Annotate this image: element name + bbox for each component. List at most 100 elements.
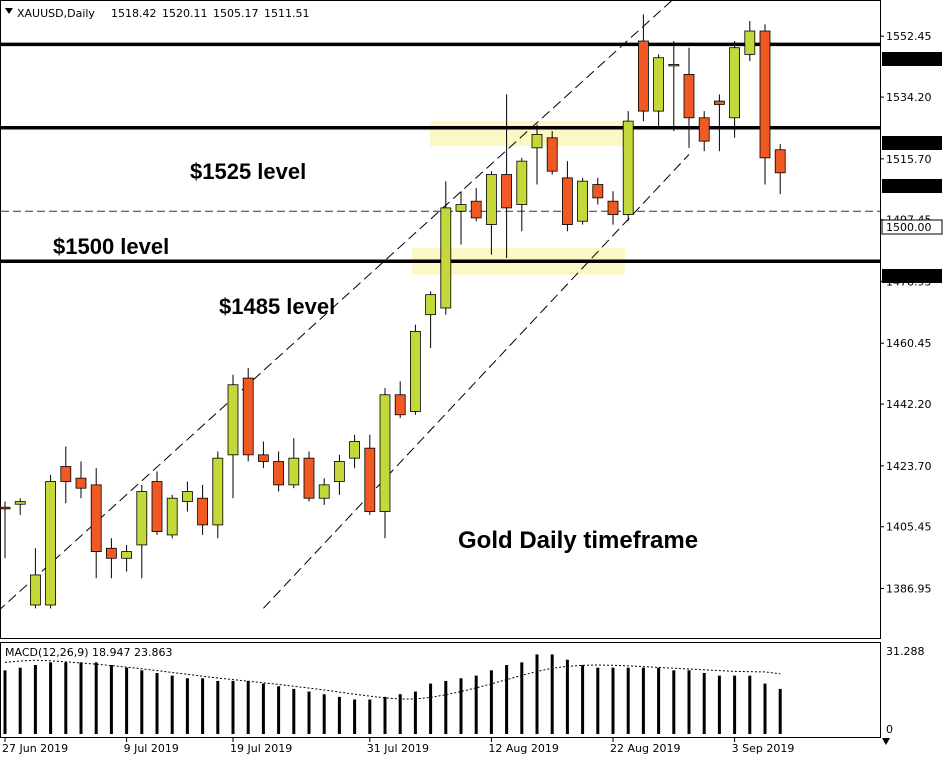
candle-body[interactable] [668, 63, 680, 67]
candle-body[interactable] [197, 497, 209, 526]
candle-body[interactable] [638, 40, 649, 112]
candle-body[interactable] [227, 384, 239, 456]
candle-body[interactable] [166, 497, 178, 536]
macd-signal-line [4, 659, 781, 700]
candle-body[interactable] [470, 200, 482, 219]
candle-body[interactable] [485, 174, 497, 225]
candle-body[interactable] [242, 377, 254, 456]
candle-body[interactable] [318, 484, 330, 499]
price-tick-label: 1515.70 [886, 153, 932, 166]
macd-histogram-bar [140, 670, 144, 734]
open-value: 1518.42 [111, 7, 157, 20]
candle-body[interactable] [75, 477, 87, 489]
candle-body[interactable] [14, 501, 26, 505]
candle-body[interactable] [212, 457, 224, 526]
price-tick-label: 1405.45 [886, 521, 932, 534]
svg-text:1525.00: 1525.00 [886, 137, 932, 150]
main-chart-frame [0, 0, 881, 639]
macd-histogram-bar [672, 670, 676, 734]
macd-histogram-bar [246, 680, 250, 734]
chart-shift-marker-icon[interactable] [882, 738, 890, 745]
candle-body[interactable] [364, 447, 376, 512]
candle-body[interactable] [181, 491, 193, 502]
macd-histogram-bar [368, 699, 372, 734]
candle-body[interactable] [759, 30, 771, 159]
candle-body[interactable] [562, 177, 573, 225]
candle-body[interactable] [729, 47, 740, 119]
candle-body[interactable] [744, 30, 756, 55]
svg-text:1485.00: 1485.00 [886, 270, 932, 283]
price-tick-label: 1423.70 [886, 460, 932, 473]
candle-body[interactable] [151, 481, 163, 532]
date-tick-label: 9 Jul 2019 [124, 742, 179, 755]
price-tick-label: 1552.45 [886, 30, 932, 43]
annotation-1525-level: $1525 level [190, 159, 306, 184]
date-tick-label: 31 Jul 2019 [367, 742, 429, 755]
candle-body[interactable] [531, 134, 543, 149]
macd-histogram-bar [733, 675, 737, 734]
candle-body[interactable] [516, 160, 528, 205]
channel-line [0, 0, 674, 610]
candle-body[interactable] [501, 174, 513, 209]
candle-body[interactable] [607, 200, 619, 215]
macd-histogram-bar [94, 662, 98, 734]
candle-body[interactable] [288, 457, 300, 486]
time-axis: 27 Jun 2019 9 Jul 2019 19 Jul 2019 31 Jul 2… [2, 738, 794, 755]
candle-body[interactable] [622, 120, 634, 215]
macd-histogram-bar [307, 691, 311, 734]
annotation-1500-level: $1500 level [53, 234, 169, 259]
candle-body[interactable] [440, 207, 452, 309]
candle-body[interactable] [455, 204, 467, 212]
macd-indicator [3, 654, 782, 734]
macd-histogram-bar [49, 662, 53, 734]
candle-body[interactable] [45, 481, 56, 606]
macd-histogram-bar [687, 670, 691, 734]
candle-body[interactable] [394, 394, 406, 416]
candle-body[interactable] [653, 57, 664, 112]
price-axis: 1552.451534.201515.701497.451478.951460.… [880, 30, 932, 595]
candle-body[interactable] [774, 149, 786, 174]
macd-histogram-bar [201, 678, 205, 734]
high-value: 1520.11 [162, 7, 208, 20]
candle-body[interactable] [577, 180, 588, 222]
price-label-1500: 1500.00 [881, 219, 943, 235]
candle-body[interactable] [333, 461, 345, 482]
candle-body[interactable] [683, 74, 695, 119]
candle-body[interactable] [714, 100, 725, 105]
candle-body[interactable] [136, 491, 148, 546]
candle-body[interactable] [273, 461, 285, 486]
candle-body[interactable] [592, 184, 604, 199]
price-label-current: 1511.51 [882, 179, 942, 193]
candle-body[interactable] [379, 394, 391, 512]
highlight-zone [430, 121, 625, 147]
date-tick-label: 3 Sep 2019 [732, 742, 795, 755]
candle-body[interactable] [409, 330, 421, 412]
macd-histogram-bar [626, 667, 630, 734]
macd-histogram-bar [550, 654, 554, 734]
macd-histogram-bar [109, 665, 113, 734]
candle-body[interactable] [698, 117, 710, 142]
candle-body[interactable] [60, 466, 72, 482]
candle-body[interactable] [121, 551, 132, 559]
candle-body[interactable] [29, 574, 41, 606]
candle-body[interactable] [106, 547, 117, 559]
candle-body[interactable] [546, 137, 558, 172]
dropdown-triangle-icon[interactable] [5, 8, 13, 14]
macd-histogram-bar [459, 678, 463, 734]
macd-histogram-bar [505, 665, 509, 734]
candle-body[interactable] [0, 506, 11, 510]
macd-histogram-bar [353, 699, 357, 734]
macd-histogram-bar [717, 675, 721, 734]
price-tick-label: 1386.95 [886, 582, 932, 595]
candle-body[interactable] [257, 454, 269, 462]
macd-histogram-bar [33, 665, 37, 734]
price-label-1550: 1550.00 [882, 52, 942, 66]
candle-body[interactable] [425, 294, 437, 316]
candle-body[interactable] [90, 484, 102, 553]
macd-histogram-bar [337, 696, 341, 734]
candle-body[interactable] [303, 457, 315, 499]
macd-histogram-bar [413, 691, 417, 734]
macd-histogram-bar [535, 654, 539, 734]
candle-body[interactable] [349, 441, 361, 459]
